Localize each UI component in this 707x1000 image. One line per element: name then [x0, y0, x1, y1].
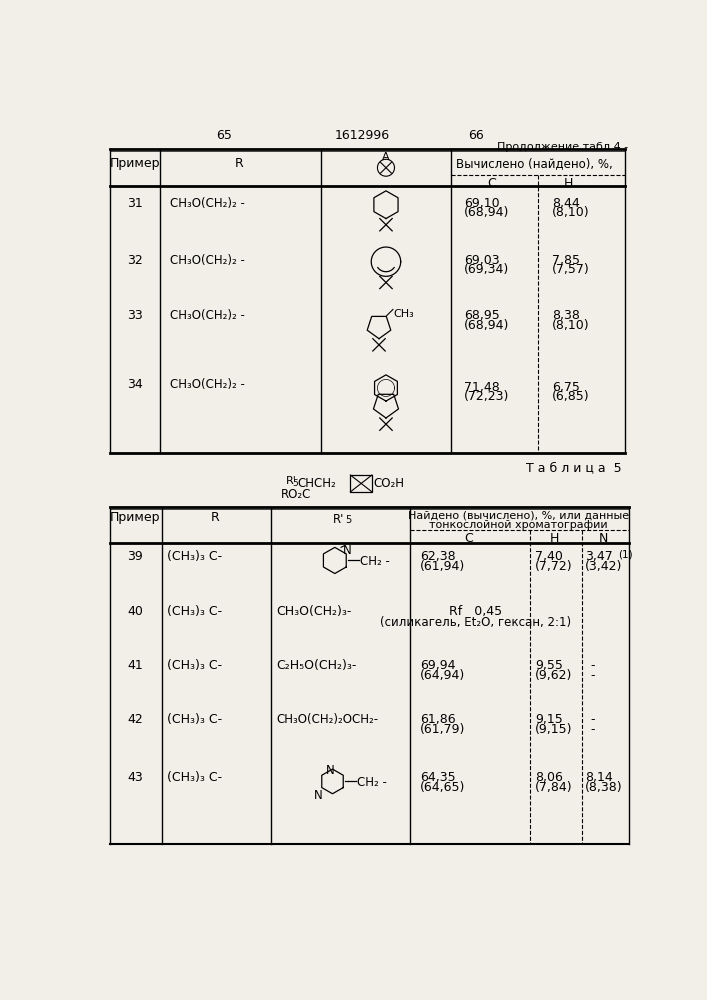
Text: C: C [464, 532, 472, 545]
Text: CH₂ -: CH₂ - [360, 555, 390, 568]
Text: (7,84): (7,84) [534, 781, 573, 794]
Text: 8,44: 8,44 [552, 197, 580, 210]
Text: (64,65): (64,65) [420, 781, 465, 794]
Text: (68,94): (68,94) [464, 319, 510, 332]
Text: 68,95: 68,95 [464, 309, 500, 322]
Text: 1612996: 1612996 [334, 129, 390, 142]
Text: (9,15): (9,15) [534, 723, 572, 736]
Text: (7,72): (7,72) [534, 560, 573, 573]
Text: CH₃: CH₃ [393, 309, 414, 319]
Text: R: R [210, 511, 219, 524]
Text: A: A [382, 152, 390, 162]
Text: CH₃O(CH₂)₃-: CH₃O(CH₂)₃- [276, 605, 351, 618]
Text: C₂H₅O(CH₂)₃-: C₂H₅O(CH₂)₃- [276, 659, 356, 672]
Text: 62,38: 62,38 [420, 550, 456, 563]
Text: (61,94): (61,94) [420, 560, 465, 573]
Text: CH₃O(CH₂)₂OCH₂-: CH₃O(CH₂)₂OCH₂- [276, 713, 378, 726]
Text: R': R' [333, 513, 344, 526]
Text: 8,06: 8,06 [534, 771, 563, 784]
Text: H: H [549, 532, 559, 545]
Text: RO₂C: RO₂C [281, 488, 311, 501]
Text: 65: 65 [216, 129, 232, 142]
Text: CO₂H: CO₂H [373, 477, 404, 490]
Text: 8,38: 8,38 [552, 309, 580, 322]
Text: Продолжение табл.4 -: Продолжение табл.4 - [497, 142, 629, 152]
Text: тонкослойной хроматографии: тонкослойной хроматографии [429, 520, 608, 530]
Text: (69,34): (69,34) [464, 263, 510, 276]
Text: -: - [590, 723, 595, 736]
Text: (8,10): (8,10) [552, 206, 590, 219]
Text: (CH₃)₃ C-: (CH₃)₃ C- [168, 713, 223, 726]
Text: 3,47: 3,47 [585, 550, 613, 563]
Text: -: - [590, 669, 595, 682]
Text: 43: 43 [127, 771, 143, 784]
Text: Пример: Пример [110, 157, 160, 170]
Bar [351, 475, 372, 492]
Text: 61,86: 61,86 [420, 713, 456, 726]
Text: 69,03: 69,03 [464, 254, 500, 267]
Text: H: H [564, 177, 573, 190]
Text: 5: 5 [292, 479, 298, 488]
Text: (61,79): (61,79) [420, 723, 465, 736]
Text: 31: 31 [127, 197, 143, 210]
Text: (8,10): (8,10) [552, 319, 590, 332]
Text: (CH₃)₃ C-: (CH₃)₃ C- [168, 771, 223, 784]
Text: (6,85): (6,85) [552, 390, 590, 403]
Text: N: N [343, 544, 351, 557]
Text: 9,15: 9,15 [534, 713, 563, 726]
Text: CH₃O(CH₂)₂ -: CH₃O(CH₂)₂ - [170, 378, 245, 391]
Text: 5: 5 [346, 515, 352, 525]
Text: 41: 41 [127, 659, 143, 672]
Text: (64,94): (64,94) [420, 669, 465, 682]
Text: (CH₃)₃ C-: (CH₃)₃ C- [168, 550, 223, 563]
Text: 7,40: 7,40 [534, 550, 563, 563]
Text: (CH₃)₃ C-: (CH₃)₃ C- [168, 605, 223, 618]
Text: (CH₃)₃ C-: (CH₃)₃ C- [168, 659, 223, 672]
Text: (68,94): (68,94) [464, 206, 510, 219]
Text: 66: 66 [468, 129, 484, 142]
Text: Вычислено (найдено), %,: Вычислено (найдено), %, [455, 157, 612, 170]
Text: Rf   0,45: Rf 0,45 [450, 605, 503, 618]
Text: -: - [590, 713, 595, 726]
Text: CH₃O(CH₂)₂ -: CH₃O(CH₂)₂ - [170, 309, 245, 322]
Text: 40: 40 [127, 605, 143, 618]
Text: 9,55: 9,55 [534, 659, 563, 672]
Text: 8,14: 8,14 [585, 771, 613, 784]
Text: C: C [487, 177, 496, 190]
Text: (8,38): (8,38) [585, 781, 623, 794]
Text: 34: 34 [127, 378, 143, 391]
Text: 64,35: 64,35 [420, 771, 456, 784]
Text: 39: 39 [127, 550, 143, 563]
Text: CH₃O(CH₂)₂ -: CH₃O(CH₂)₂ - [170, 197, 245, 210]
Text: N: N [314, 789, 322, 802]
Text: N: N [327, 764, 335, 777]
Text: Найдено (вычислено), %, или данные: Найдено (вычислено), %, или данные [408, 510, 629, 520]
Text: 32: 32 [127, 254, 143, 267]
Text: Пример: Пример [110, 511, 160, 524]
Text: 69,10: 69,10 [464, 197, 500, 210]
Text: R': R' [286, 476, 297, 486]
Text: (силикагель, Et₂O, гексан, 2:1): (силикагель, Et₂O, гексан, 2:1) [380, 616, 571, 629]
Text: 71,48: 71,48 [464, 381, 500, 394]
Text: (1): (1) [618, 550, 632, 560]
Text: 7,85: 7,85 [552, 254, 580, 267]
Text: CH₃O(CH₂)₂ -: CH₃O(CH₂)₂ - [170, 254, 245, 267]
Text: (72,23): (72,23) [464, 390, 510, 403]
Text: (7,57): (7,57) [552, 263, 590, 276]
Text: 6,75: 6,75 [552, 381, 580, 394]
Text: 33: 33 [127, 309, 143, 322]
Text: 42: 42 [127, 713, 143, 726]
Text: Т а б л и ц а  5: Т а б л и ц а 5 [526, 461, 622, 474]
Text: CHCH₂: CHCH₂ [298, 477, 337, 490]
Text: (3,42): (3,42) [585, 560, 623, 573]
Text: (9,62): (9,62) [534, 669, 572, 682]
Text: -: - [590, 659, 595, 672]
Text: R: R [235, 157, 244, 170]
Text: CH₂ -: CH₂ - [356, 776, 387, 789]
Text: N: N [599, 532, 609, 545]
Text: 69,94: 69,94 [420, 659, 455, 672]
